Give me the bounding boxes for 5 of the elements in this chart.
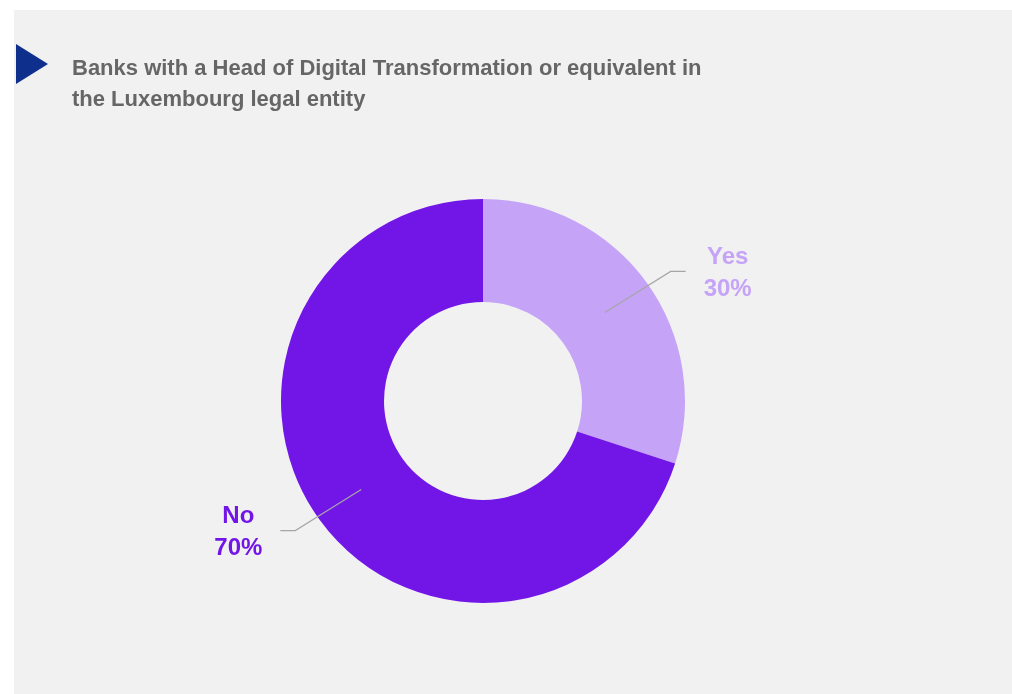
data-label: 30% bbox=[703, 274, 752, 302]
slice-label: Yes bbox=[707, 242, 749, 270]
data-label: 70% bbox=[214, 533, 263, 561]
slice-label: No bbox=[222, 501, 255, 529]
chart-title: Banks with a Head of Digital Transformation or equivalent in the Luxembourg legal entity bbox=[72, 54, 703, 113]
